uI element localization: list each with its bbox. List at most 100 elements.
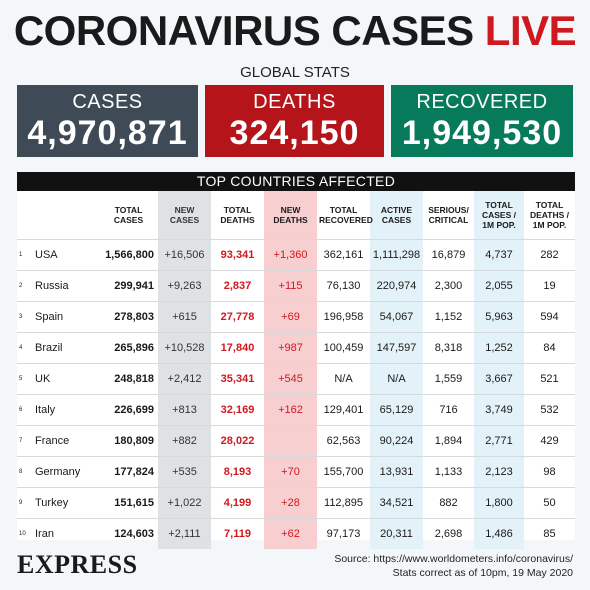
- deaths-value: 324,150: [229, 114, 360, 152]
- table-row: 7 France 180,809 +882 28,022 62,563 90,224 1,89…: [17, 424, 575, 456]
- cell-new-deaths: +115: [264, 269, 317, 301]
- cell-active-cases: 90,224: [370, 424, 423, 456]
- cell-new-cases: +813: [158, 393, 211, 425]
- cell-country: USA: [33, 238, 99, 270]
- cases-label: CASES: [72, 91, 143, 113]
- cell-deaths-per-1m: 85: [524, 517, 575, 549]
- cell-deaths-per-1m: 429: [524, 424, 575, 456]
- cell-total-cases: 124,603: [99, 517, 158, 549]
- cell-new-cases: +2,111: [158, 517, 211, 549]
- cell-new-deaths: +1,360: [264, 238, 317, 270]
- cases-value: 4,970,871: [27, 114, 188, 152]
- title-main: CORONAVIRUS CASES: [13, 7, 474, 54]
- cell-rank: 2: [17, 269, 33, 301]
- table-row: 3 Spain 278,803 +615 27,778 +69 196,958 54,067 1…: [17, 300, 575, 332]
- cell-active-cases: N/A: [370, 362, 423, 394]
- table-row: 10 Iran 124,603 +2,111 7,119 +62 97,173 20,311 2…: [17, 517, 575, 549]
- col-header-active-cases: ACTIVE CASES: [370, 191, 423, 239]
- cell-country: Italy: [33, 393, 99, 425]
- cell-rank: 4: [17, 331, 33, 363]
- title-live: LIVE: [484, 7, 577, 54]
- col-header-rank: [17, 191, 33, 239]
- cell-rank: 7: [17, 424, 33, 456]
- table-row: 2 Russia 299,941 +9,263 2,837 +115 76,130 220,9…: [17, 269, 575, 301]
- cell-new-deaths: +162: [264, 393, 317, 425]
- cell-cases-per-1m: 3,749: [474, 393, 524, 425]
- cell-cases-per-1m: 3,667: [474, 362, 524, 394]
- table-title: TOP COUNTRIES AFFECTED: [17, 172, 575, 191]
- cell-new-cases: +882: [158, 424, 211, 456]
- col-header-total-cases: TOTAL CASES: [113, 204, 144, 225]
- cell-deaths-per-1m: 84: [524, 331, 575, 363]
- cell-country: Brazil: [33, 331, 99, 363]
- cell-total-deaths: 28,022: [211, 424, 264, 456]
- cell-total-recovered: 112,895: [317, 486, 370, 518]
- table-body: 1 USA 1,566,800 +16,506 93,341 +1,360 362,161 1…: [17, 238, 575, 549]
- col-header-total-recovered: TOTAL RECOVERED: [319, 204, 373, 225]
- cell-total-cases: 1,566,800: [99, 238, 158, 270]
- cell-deaths-per-1m: 594: [524, 300, 575, 332]
- cell-deaths-per-1m: 521: [524, 362, 575, 394]
- deaths-stat-box: DEATHS 324,150: [205, 85, 384, 157]
- cell-rank: 6: [17, 393, 33, 425]
- cell-new-deaths: [264, 424, 317, 456]
- recovered-label: RECOVERED: [416, 91, 548, 113]
- cell-serious-critical: 8,318: [423, 331, 474, 363]
- cell-total-cases: 177,824: [99, 455, 158, 487]
- cell-new-deaths: +62: [264, 517, 317, 549]
- cell-total-deaths: 27,778: [211, 300, 264, 332]
- cell-rank: 8: [17, 455, 33, 487]
- cell-serious-critical: 2,698: [423, 517, 474, 549]
- cell-rank: 10: [17, 517, 33, 549]
- cell-new-cases: +615: [158, 300, 211, 332]
- cell-cases-per-1m: 1,486: [474, 517, 524, 549]
- cell-total-deaths: 2,837: [211, 269, 264, 301]
- cell-serious-critical: 882: [423, 486, 474, 518]
- cell-new-cases: +9,263: [158, 269, 211, 301]
- cell-serious-critical: 1,559: [423, 362, 474, 394]
- cell-active-cases: 13,931: [370, 455, 423, 487]
- cell-total-recovered: 62,563: [317, 424, 370, 456]
- cell-serious-critical: 2,300: [423, 269, 474, 301]
- countries-table: TOP COUNTRIES AFFECTED TOTAL CASES NEW C…: [17, 172, 575, 549]
- cell-total-recovered: 155,700: [317, 455, 370, 487]
- cell-total-deaths: 7,119: [211, 517, 264, 549]
- cell-cases-per-1m: 5,963: [474, 300, 524, 332]
- cell-active-cases: 220,974: [370, 269, 423, 301]
- cell-new-deaths: +987: [264, 331, 317, 363]
- table-row: 5 UK 248,818 +2,412 35,341 +545 N/A N/A 1,559 3,6…: [17, 362, 575, 394]
- cell-new-deaths: +70: [264, 455, 317, 487]
- cell-cases-per-1m: 4,737: [474, 238, 524, 270]
- cell-country: Spain: [33, 300, 99, 332]
- cell-active-cases: 34,521: [370, 486, 423, 518]
- cell-deaths-per-1m: 532: [524, 393, 575, 425]
- cell-total-recovered: 76,130: [317, 269, 370, 301]
- cell-new-cases: +2,412: [158, 362, 211, 394]
- cell-active-cases: 65,129: [370, 393, 423, 425]
- cell-total-cases: 299,941: [99, 269, 158, 301]
- cell-new-cases: +1,022: [158, 486, 211, 518]
- table-row: 8 Germany 177,824 +535 8,193 +70 155,700 13,931…: [17, 455, 575, 487]
- col-header-deaths-per-1m: TOTAL DEATHS / 1M POP.: [529, 199, 570, 230]
- cell-country: Russia: [33, 269, 99, 301]
- col-header-new-deaths: NEW DEATHS: [264, 191, 317, 239]
- cell-country: France: [33, 424, 99, 456]
- cell-rank: 5: [17, 362, 33, 394]
- cell-total-cases: 180,809: [99, 424, 158, 456]
- cell-total-deaths: 32,169: [211, 393, 264, 425]
- cell-total-recovered: 100,459: [317, 331, 370, 363]
- cell-total-recovered: 97,173: [317, 517, 370, 549]
- col-header-total-deaths: TOTAL DEATHS: [220, 204, 255, 225]
- source-text: Source: https://www.worldometers.info/co…: [334, 553, 573, 565]
- express-logo: EXPRESS: [17, 550, 138, 579]
- cell-deaths-per-1m: 19: [524, 269, 575, 301]
- cell-total-deaths: 4,199: [211, 486, 264, 518]
- cell-new-cases: +10,528: [158, 331, 211, 363]
- stats-note: Stats correct as of 10pm, 19 May 2020: [392, 567, 573, 579]
- cell-total-deaths: 35,341: [211, 362, 264, 394]
- table-row: 1 USA 1,566,800 +16,506 93,341 +1,360 362,161 1…: [17, 238, 575, 270]
- recovered-stat-box: RECOVERED 1,949,530: [391, 85, 573, 157]
- footer-source: Source: https://www.worldometers.info/co…: [334, 552, 573, 580]
- cell-new-cases: +16,506: [158, 238, 211, 270]
- col-header-country: [33, 191, 99, 239]
